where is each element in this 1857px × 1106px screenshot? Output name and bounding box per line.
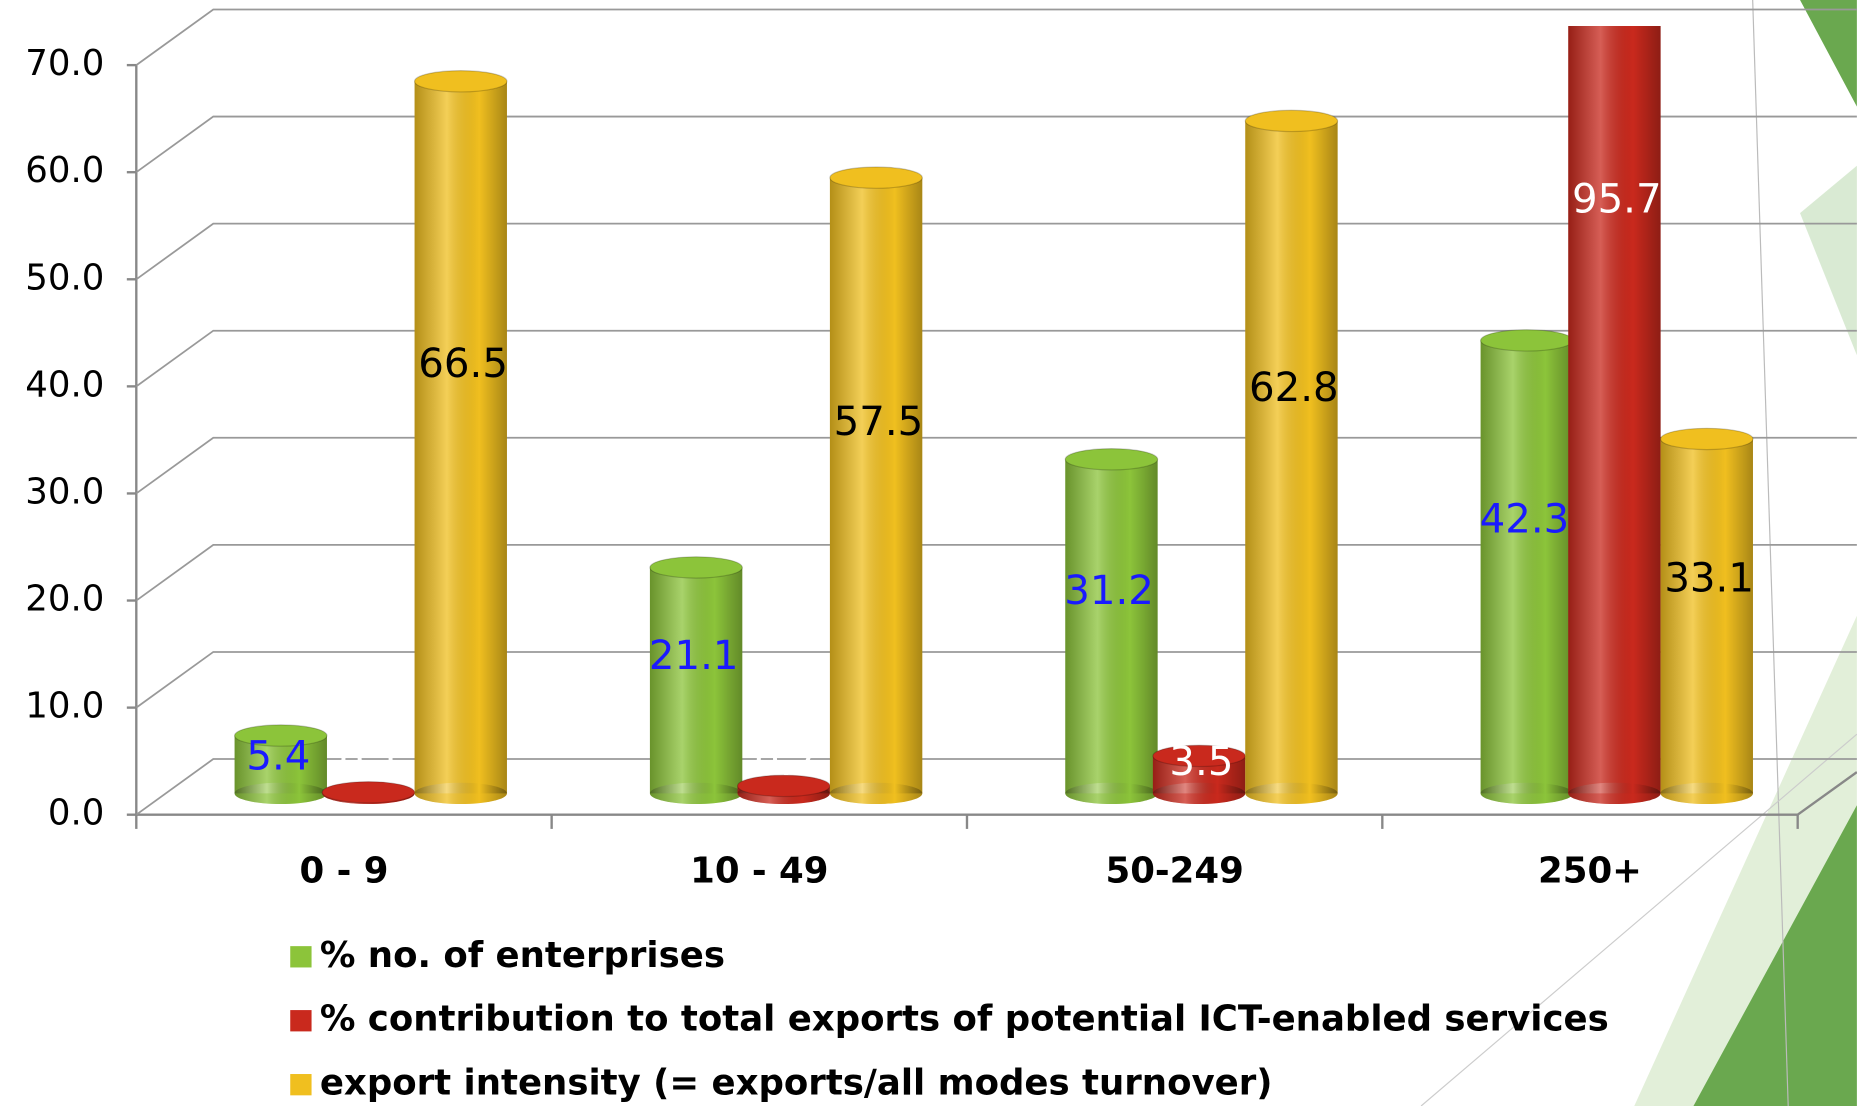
floor-edge — [1796, 771, 1857, 816]
y-tick-label: 10.0 — [25, 686, 104, 727]
decoration — [1420, 0, 1857, 1106]
bar-bottom-shade — [1245, 782, 1338, 805]
bar-top — [829, 166, 923, 189]
bar — [233, 724, 328, 805]
y-tick-label: 70.0 — [25, 43, 104, 84]
legend-label: % no. of enterprises — [320, 935, 725, 976]
legend-swatch — [290, 1074, 312, 1096]
bar — [1660, 427, 1754, 805]
bar — [1480, 329, 1574, 805]
data-label: 57.5 — [834, 399, 924, 445]
bar-shade — [649, 567, 743, 794]
bar-top — [1660, 427, 1754, 451]
bar-shade — [829, 177, 923, 794]
bar-bottom-shade — [829, 782, 923, 805]
bar-bottom-shade — [1660, 782, 1753, 805]
data-label: 62.8 — [1249, 365, 1339, 411]
bar-top — [321, 781, 416, 804]
data-label: 31.2 — [1064, 568, 1154, 614]
legend-label: % contribution to total exports of poten… — [320, 999, 1609, 1040]
bar-bottom-shade — [1152, 782, 1246, 805]
bar — [649, 556, 743, 805]
bar-top — [233, 724, 328, 747]
y-tick-label: 40.0 — [25, 364, 104, 405]
legend-swatch — [290, 946, 312, 968]
bar-bottom-shade — [1065, 782, 1158, 805]
x-tick-label: 0 - 9 — [300, 851, 389, 892]
data-label: 21.1 — [649, 633, 739, 679]
bar-bottom-shade — [234, 782, 327, 805]
bar — [1064, 448, 1159, 805]
bar-top — [649, 556, 743, 579]
data-label: 0.7 — [754, 739, 818, 785]
bar — [413, 70, 508, 805]
bar-shade — [1568, 26, 1661, 794]
y-tick-label: 30.0 — [25, 471, 104, 512]
bars — [233, 26, 1754, 805]
bar — [736, 774, 831, 805]
bar-bottom-shade — [649, 782, 743, 805]
x-tick-label: 10 - 49 — [690, 851, 828, 892]
bar-top — [1480, 329, 1574, 352]
bar-bottom-shade — [414, 782, 507, 805]
data-label: 0.1 — [339, 739, 403, 785]
y-tick-label: 50.0 — [25, 257, 104, 298]
bar-bottom-shade — [1568, 782, 1661, 805]
bar-shade — [1480, 340, 1573, 794]
data-label: 95.7 — [1572, 176, 1662, 222]
bar-bottom-shade — [1480, 782, 1573, 805]
x-tick-label: 50-249 — [1105, 851, 1243, 892]
bar-shade — [1245, 120, 1338, 794]
bar-shade — [1660, 438, 1753, 794]
data-label: 33.1 — [1664, 556, 1754, 602]
bar-shade — [1065, 459, 1158, 794]
bar — [1152, 744, 1246, 805]
data-label: 66.5 — [418, 341, 508, 387]
bar-top — [413, 70, 508, 93]
data-label: 42.3 — [1480, 497, 1570, 543]
y-tick-label: 20.0 — [25, 579, 104, 620]
legend-label: export intensity (= exports/all modes tu… — [320, 1063, 1273, 1104]
y-tick-label: 60.0 — [25, 150, 104, 191]
bar — [829, 166, 923, 805]
x-tick-label: 250+ — [1538, 851, 1642, 892]
bar-top — [1064, 448, 1159, 471]
bar-top — [1244, 109, 1339, 133]
grid — [135, 8, 1857, 66]
grid-line — [135, 8, 1857, 66]
legend-swatch — [290, 1010, 312, 1032]
bar — [321, 781, 416, 805]
data-label: 3.5 — [1169, 739, 1233, 785]
data-label: 5.4 — [246, 734, 310, 780]
y-tick-label: 0.0 — [48, 793, 104, 834]
bar — [1568, 26, 1661, 805]
bar-shade — [414, 81, 507, 794]
bar — [1244, 109, 1339, 805]
